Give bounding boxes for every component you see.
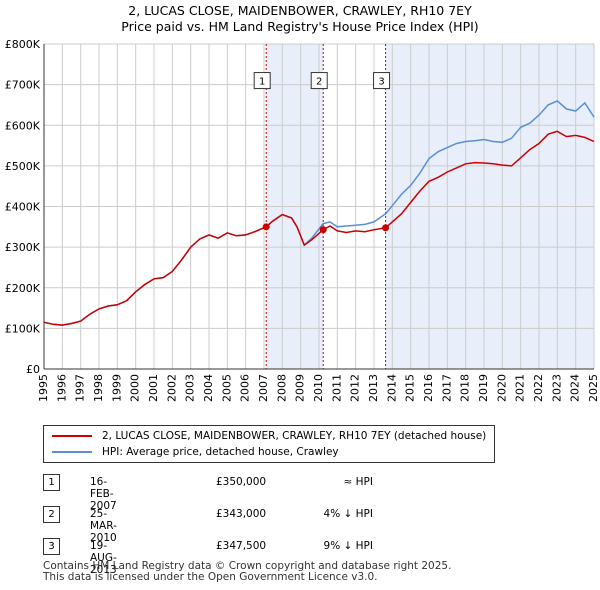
axes: £0 £100K £200K £300K £400K £500K £600K £700K £80… bbox=[5, 38, 600, 402]
y-tick-label: £500K bbox=[5, 160, 41, 173]
x-tick-label: 2016 bbox=[422, 374, 435, 402]
transaction-number: 1 bbox=[43, 474, 60, 491]
y-tick-label: £200K bbox=[5, 282, 41, 295]
footer-licence: This data is licensed under the Open Gov… bbox=[43, 571, 378, 583]
transaction-number: 3 bbox=[43, 538, 60, 555]
y-tick-label: £400K bbox=[5, 201, 41, 214]
x-tick-label: 2009 bbox=[294, 374, 307, 402]
chart-subtitle: Price paid vs. HM Land Registry's House … bbox=[121, 19, 479, 34]
legend-swatch-property bbox=[52, 435, 92, 437]
x-tick-label: 2020 bbox=[495, 374, 508, 402]
transaction-date: 19-AUG-2013 bbox=[90, 540, 117, 576]
legend-item-hpi: HPI: Average price, detached house, Craw… bbox=[52, 444, 339, 460]
x-tick-label: 2015 bbox=[404, 374, 417, 402]
sale-marker-labels: 1 2 3 bbox=[253, 72, 391, 90]
x-tick-label: 2005 bbox=[220, 374, 233, 402]
y-tick-label: £300K bbox=[5, 241, 41, 254]
y-tick-label: £100K bbox=[5, 322, 41, 335]
legend-swatch-hpi bbox=[52, 451, 92, 453]
legend-label-property: 2, LUCAS CLOSE, MAIDENBOWER, CRAWLEY, RH… bbox=[102, 430, 487, 442]
sale-label-3: 3 bbox=[378, 77, 384, 88]
x-tick-label: 2010 bbox=[312, 374, 325, 402]
x-tick-label: 2023 bbox=[550, 374, 563, 402]
sale-label-box-1 bbox=[253, 72, 271, 90]
transaction-price: £343,000 bbox=[216, 508, 267, 520]
price-chart: £0 £100K £200K £300K £400K £500K £600K £700K £80… bbox=[5, 38, 600, 402]
series-lines bbox=[43, 100, 595, 326]
x-tick-label: 2013 bbox=[367, 374, 380, 402]
x-tick-label: 2022 bbox=[532, 374, 545, 402]
transaction-price: £350,000 bbox=[216, 476, 267, 488]
x-tick-label: 2006 bbox=[239, 374, 252, 402]
x-tick-label: 2002 bbox=[165, 374, 178, 402]
x-tick-label: 1995 bbox=[37, 374, 50, 402]
x-tick-label: 2025 bbox=[587, 374, 600, 402]
x-tick-label: 2008 bbox=[275, 374, 288, 402]
x-tick-label: 1996 bbox=[55, 374, 68, 402]
legend-label-hpi: HPI: Average price, detached house, Craw… bbox=[102, 446, 339, 458]
x-tick-label: 2024 bbox=[569, 374, 582, 402]
transaction-hpi-diff: 9% ↓ HPI bbox=[323, 540, 373, 552]
legend-item-property: 2, LUCAS CLOSE, MAIDENBOWER, CRAWLEY, RH… bbox=[52, 428, 486, 444]
y-tick-label: £0 bbox=[26, 363, 40, 376]
transaction-date: 16-FEB-2007 bbox=[90, 476, 117, 512]
transaction-number: 2 bbox=[43, 506, 60, 523]
transaction-hpi-diff: 4% ↓ HPI bbox=[323, 508, 373, 520]
property-series-line bbox=[43, 130, 595, 326]
sale-label-1: 1 bbox=[259, 77, 265, 88]
x-tick-label: 2012 bbox=[349, 374, 362, 402]
footer: Contains HM Land Registry data © Crown c… bbox=[43, 561, 451, 583]
x-tick-label: 1997 bbox=[74, 374, 87, 402]
x-tick-label: 2003 bbox=[184, 374, 197, 402]
sale-label-2: 2 bbox=[316, 77, 322, 88]
legend: 2, LUCAS CLOSE, MAIDENBOWER, CRAWLEY, RH… bbox=[43, 425, 495, 463]
x-tick-label: 2018 bbox=[459, 374, 472, 402]
x-tick-label: 1999 bbox=[110, 374, 123, 402]
x-tick-label: 2014 bbox=[385, 374, 398, 402]
x-tick-label: 2004 bbox=[202, 374, 215, 402]
sale-label-box-2 bbox=[310, 72, 328, 90]
sale-point-2 bbox=[319, 226, 327, 234]
x-tick-label: 1998 bbox=[92, 374, 105, 402]
transaction-price: £347,500 bbox=[216, 540, 267, 552]
x-tick-label: 2019 bbox=[477, 374, 490, 402]
sale-points bbox=[262, 223, 390, 234]
transaction-date: 25-MAR-2010 bbox=[90, 508, 117, 544]
sale-label-box-3 bbox=[373, 72, 391, 90]
footer-copyright: Contains HM Land Registry data © Crown c… bbox=[43, 560, 452, 572]
transaction-hpi-diff: ≈ HPI bbox=[343, 476, 373, 488]
y-tick-label: £800K bbox=[5, 38, 41, 51]
sale-point-3 bbox=[382, 224, 390, 232]
chart-title: 2, LUCAS CLOSE, MAIDENBOWER, CRAWLEY, RH… bbox=[128, 3, 472, 18]
sale-point-1 bbox=[262, 223, 270, 231]
x-tick-label: 2011 bbox=[330, 374, 343, 402]
x-tick-label: 2017 bbox=[440, 374, 453, 402]
x-tick-label: 2007 bbox=[257, 374, 270, 402]
x-tick-label: 2001 bbox=[147, 374, 160, 402]
x-tick-label: 2021 bbox=[514, 374, 527, 402]
y-tick-label: £700K bbox=[5, 79, 41, 92]
x-tick-label: 2000 bbox=[129, 374, 142, 402]
y-tick-label: £600K bbox=[5, 119, 41, 132]
